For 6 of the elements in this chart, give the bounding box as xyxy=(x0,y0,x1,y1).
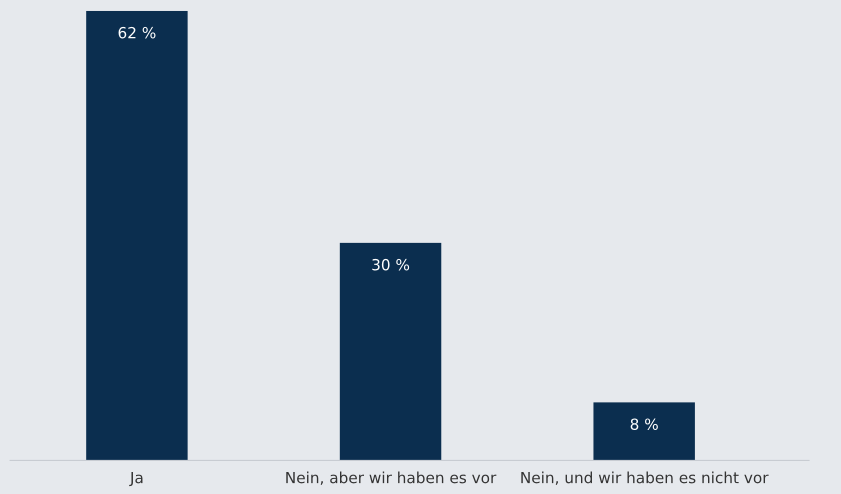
x-tick-label: Nein, aber wir haben es vor xyxy=(286,472,496,485)
data-label: 62 % xyxy=(118,26,156,38)
x-tick-label: Ja xyxy=(129,472,142,486)
data-label: 8 % xyxy=(630,418,658,430)
data-label: 30 % xyxy=(372,258,410,270)
x-tick-label: Nein, und wir haben es nicht vor xyxy=(521,472,769,485)
